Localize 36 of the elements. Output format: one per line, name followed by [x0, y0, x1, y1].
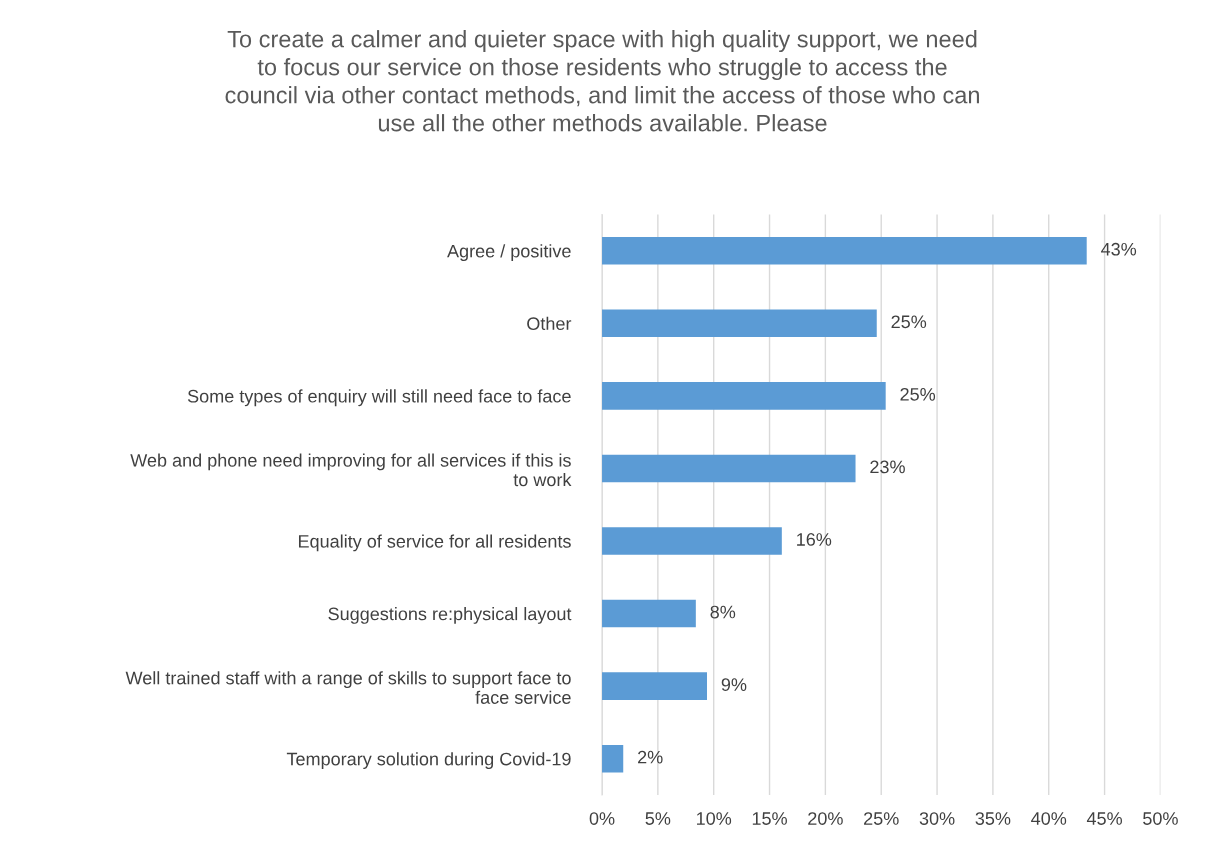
bar: [602, 236, 1087, 265]
x-tick-label: 45%: [1086, 812, 1122, 825]
data-label: 25%: [900, 387, 936, 401]
bar: [602, 599, 696, 628]
data-label: 23%: [870, 460, 905, 474]
bar: [602, 527, 782, 555]
y-tick-label: Suggestions re:physical layout: [328, 607, 572, 624]
y-tick-label: Agree / positive: [447, 244, 571, 262]
x-tick-label: 5%: [645, 812, 671, 825]
bar: [602, 744, 624, 773]
bar: [602, 672, 707, 700]
x-tick-label: 15%: [752, 812, 787, 825]
data-label: 2%: [638, 750, 663, 764]
bar: [602, 454, 856, 483]
y-tick-label: Temporary solution during Covid-19: [286, 752, 571, 769]
x-tick-label: 30%: [919, 812, 955, 825]
x-tick-label: 0%: [589, 812, 615, 825]
x-tick-label: 40%: [1031, 812, 1067, 825]
y-tick-label: Some types of enquiry will still need face to face: [187, 389, 571, 407]
data-label: 16%: [797, 533, 832, 546]
x-tick-label: 25%: [864, 812, 899, 825]
y-tick-label: Other: [527, 316, 572, 331]
x-tick-label: 35%: [975, 812, 1011, 825]
bar: [602, 382, 886, 410]
data-label: 43%: [1101, 242, 1137, 256]
x-tick-label: 20%: [808, 812, 843, 825]
y-tick-label: Equality of service for all residents: [299, 534, 571, 552]
x-tick-label: 10%: [697, 812, 732, 825]
x-tick-label: 50%: [1143, 812, 1178, 825]
data-label: 9%: [721, 678, 747, 691]
chart-title: To create a calmer and quieter space with high quality support, we need to focus our service on those residents who struggle to access the council via other contact methods, and limit the access of those who can use all the other methods available. Please: [225, 30, 979, 132]
bar: [602, 309, 877, 338]
data-label: 8%: [710, 605, 736, 619]
data-label: 25%: [891, 315, 927, 329]
y-tick-label: Web and phone need improving for all services if this is to work: [130, 453, 572, 487]
y-tick-label: Well trained staff with a range of skills to support face to face service: [125, 671, 571, 704]
